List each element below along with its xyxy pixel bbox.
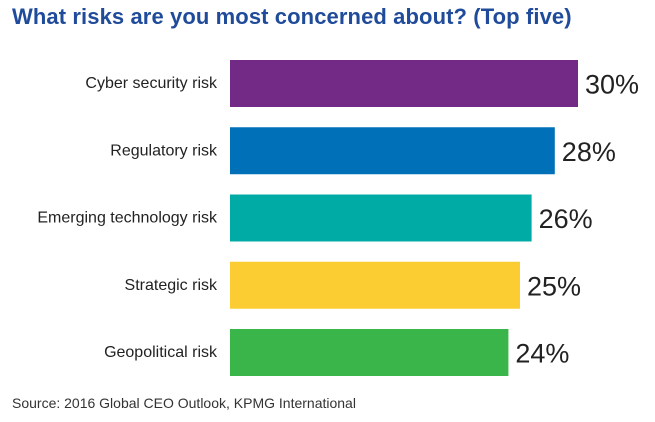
category-label-emerging-technology-risk: Emerging technology risk: [37, 210, 218, 227]
bar-geopolitical-risk: [230, 329, 509, 376]
bar-strategic-risk: [230, 261, 520, 309]
value-label-geopolitical-risk: 24%: [515, 339, 569, 369]
bar-chart: Cyber security risk 30% Regulatory risk 28%…: [37, 60, 639, 376]
category-label-cyber-security-risk: Cyber security risk: [85, 75, 218, 92]
value-label-cyber-security-risk: 30%: [585, 70, 639, 100]
value-label-emerging-technology-risk: 26%: [539, 204, 593, 234]
source-note: Source: 2016 Global CEO Outlook, KPMG In…: [12, 395, 356, 411]
bar-cyber-security-risk: [230, 60, 578, 107]
category-label-geopolitical-risk: Geopolitical risk: [104, 344, 218, 361]
value-label-regulatory-risk: 28%: [562, 137, 616, 167]
bar-emerging-technology-risk: [230, 194, 532, 242]
bar-regulatory-risk: [230, 127, 555, 175]
category-label-strategic-risk: Strategic risk: [125, 277, 218, 294]
category-label-regulatory-risk: Regulatory risk: [110, 142, 218, 159]
chart-title: What risks are you most concerned about?…: [12, 4, 572, 29]
value-label-strategic-risk: 25%: [527, 271, 581, 301]
